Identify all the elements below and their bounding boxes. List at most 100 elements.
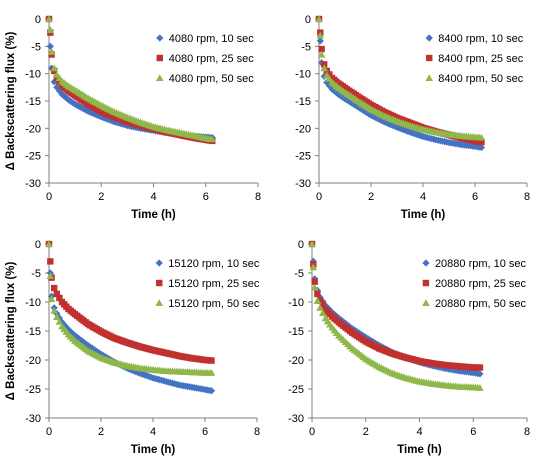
data-point (315, 15, 323, 23)
data-point (477, 133, 486, 141)
data-point (318, 309, 327, 317)
legend-label: 4080 rpm, 25 sec (169, 53, 254, 65)
legend-label: 4080 rpm, 50 sec (169, 73, 254, 85)
data-point (478, 138, 485, 146)
y-tick-label: -20 (295, 123, 311, 135)
data-point (53, 290, 60, 298)
legend-marker (155, 299, 164, 307)
data-point (82, 340, 90, 348)
x-tick-label: 8 (524, 191, 530, 203)
x-tick-label: 8 (524, 426, 530, 438)
y-tick-label: -10 (25, 297, 41, 309)
data-point (50, 64, 59, 72)
y-tick-label: -20 (25, 123, 41, 135)
data-point (310, 283, 319, 291)
series-2 (45, 240, 215, 364)
data-point (46, 272, 55, 279)
y-tick-label: -15 (25, 96, 41, 108)
legend: 15120 rpm, 10 sec 15120 rpm, 25 sec 15120 … (155, 258, 260, 310)
y-tick-label: -20 (25, 355, 41, 367)
data-point (51, 284, 58, 292)
x-tick-label: 0 (309, 426, 315, 438)
legend-marker (425, 34, 433, 42)
data-point (316, 31, 325, 39)
data-point (208, 357, 215, 364)
series-3 (45, 240, 216, 376)
data-point (476, 384, 484, 391)
y-tick-label: -15 (288, 326, 304, 338)
data-point (45, 240, 53, 248)
chart-panel-bottom-left: 0 -5 -10 -15 -20 -25 -30 0 2 4 6 8 Time (h) Δ Backsca… (5, 239, 260, 456)
y-tick-label: -30 (295, 178, 311, 190)
y-axis-title: Δ Backscattering flux (%) (5, 262, 17, 401)
x-tick-label: 2 (363, 426, 369, 438)
legend-marker (422, 299, 430, 307)
data-point (318, 45, 325, 53)
data-point (90, 346, 99, 354)
legend-marker (156, 34, 164, 42)
data-point (55, 317, 64, 325)
y-tick-label: -30 (25, 178, 41, 190)
y-tick-label: -10 (288, 297, 304, 309)
x-tick-label: 0 (316, 191, 322, 203)
x-tick-label: 4 (416, 426, 422, 438)
y-tick-label: -25 (288, 384, 304, 396)
x-axis-title: Time (h) (131, 209, 176, 221)
data-point (47, 48, 56, 55)
y-tick-label: -20 (288, 355, 304, 367)
y-tick-label: 0 (35, 14, 41, 26)
data-point (208, 135, 217, 143)
data-point (47, 258, 54, 265)
legend-marker (422, 279, 430, 287)
legend-marker (155, 259, 163, 267)
data-point (71, 332, 79, 340)
legend-label: 20880 rpm, 50 sec (435, 298, 527, 310)
data-point (207, 368, 216, 376)
legend: 8400 rpm, 10 sec 8400 rpm, 25 sec 8400 rpm… (425, 33, 524, 85)
data-point (476, 370, 484, 378)
x-tick-label: 4 (420, 191, 426, 203)
x-tick-label: 8 (254, 426, 260, 438)
data-point (45, 15, 53, 23)
x-axis-title: Time (h) (397, 444, 442, 456)
data-point (319, 301, 326, 309)
x-tick-label: 8 (255, 191, 261, 203)
y-tick-label: -10 (25, 69, 41, 81)
x-tick-label: 6 (470, 426, 476, 438)
x-tick-label: 6 (472, 191, 478, 203)
data-point (46, 42, 54, 50)
y-tick-label: 0 (298, 239, 304, 251)
data-point (50, 78, 58, 86)
legend-label: 15120 rpm, 50 sec (168, 298, 260, 310)
data-point (317, 50, 326, 58)
y-tick-label: -5 (31, 41, 41, 53)
data-point (50, 306, 58, 314)
legend: 20880 rpm, 10 sec 20880 rpm, 25 sec 20880 … (422, 258, 527, 310)
data-point (53, 74, 61, 82)
x-tick-label: 0 (46, 426, 52, 438)
data-point (476, 364, 484, 371)
data-point (46, 26, 55, 33)
data-point (477, 143, 486, 152)
legend-marker (156, 279, 163, 287)
series-3 (45, 15, 217, 143)
legend-marker (426, 54, 433, 62)
data-point (60, 321, 68, 329)
x-axis-title: Time (h) (401, 209, 446, 221)
chart-panel-top-left: 0 -5 -10 -15 -20 -25 -30 0 2 4 6 8 Time (h) Δ Backsca… (5, 14, 261, 221)
y-tick-label: 0 (35, 239, 41, 251)
y-tick-label: -25 (25, 384, 41, 396)
data-point (88, 344, 96, 352)
x-axis-title: Time (h) (131, 444, 176, 456)
x-tick-label: 0 (46, 191, 52, 203)
data-point (53, 313, 61, 321)
legend-label: 15120 rpm, 25 sec (168, 278, 260, 290)
legend-label: 8400 rpm, 50 sec (438, 73, 523, 85)
x-tick-label: 2 (368, 191, 374, 203)
legend-label: 20880 rpm, 10 sec (435, 258, 527, 270)
data-point (321, 61, 328, 68)
x-tick-label: 6 (202, 426, 208, 438)
legend-label: 20880 rpm, 25 sec (435, 278, 527, 290)
data-point (314, 290, 321, 298)
